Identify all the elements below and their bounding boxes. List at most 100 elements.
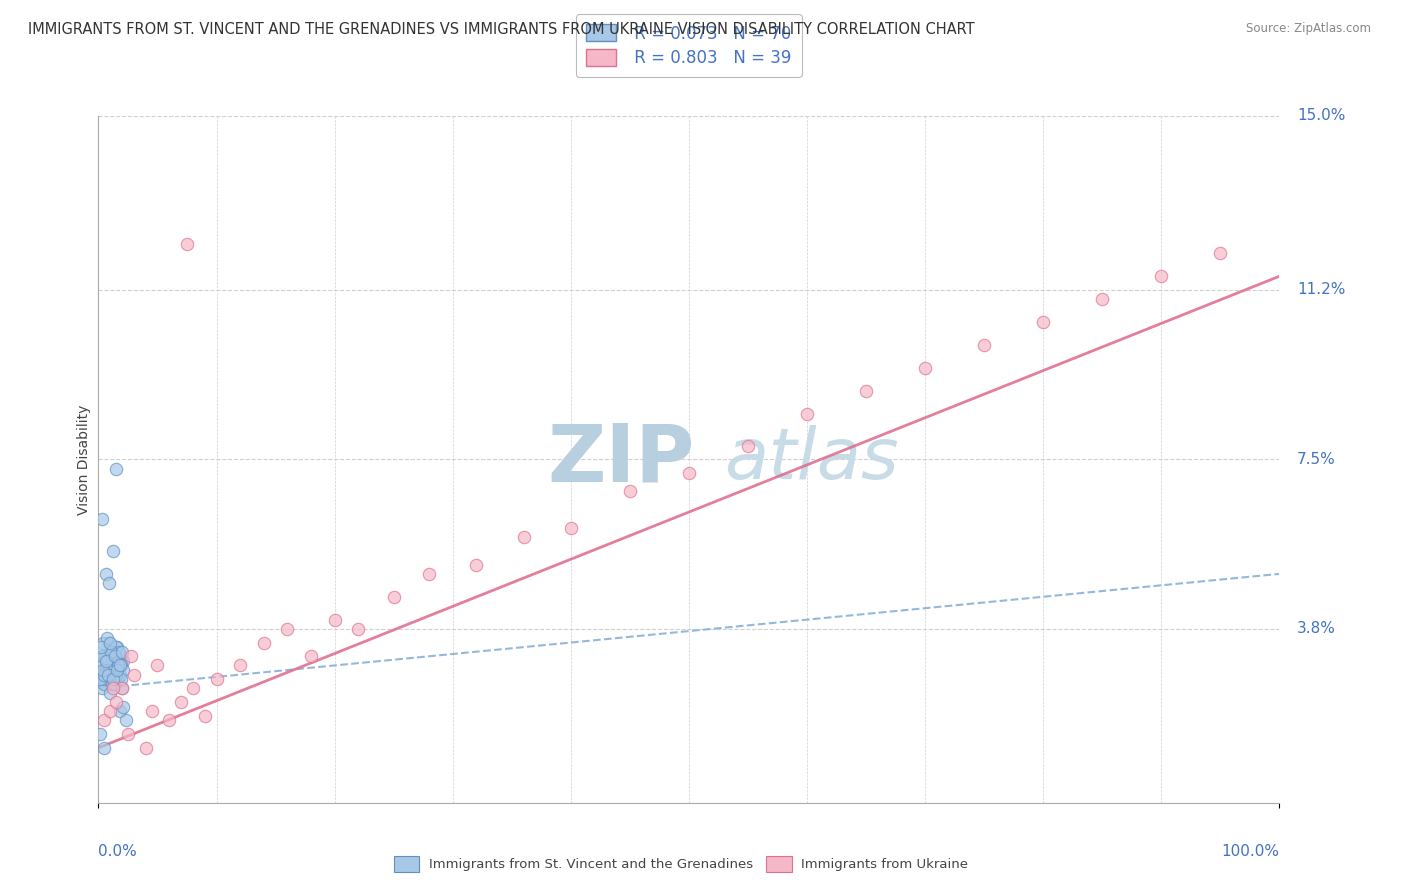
Text: Source: ZipAtlas.com: Source: ZipAtlas.com [1246, 22, 1371, 36]
Point [97, 672, 120, 686]
Point [104, 677, 127, 691]
Point [121, 649, 143, 664]
Point [104, 640, 127, 654]
Point [1209, 246, 1232, 260]
Point [89, 727, 111, 741]
Point [103, 677, 125, 691]
Point [93, 677, 115, 691]
Text: 100.0%: 100.0% [1222, 844, 1279, 859]
Point [90, 640, 112, 654]
Point [111, 645, 134, 659]
Point [105, 695, 128, 709]
Point [105, 663, 128, 677]
Point [117, 727, 139, 741]
Y-axis label: Vision Disability: Vision Disability [77, 404, 91, 515]
Point [105, 461, 128, 475]
Point [1091, 292, 1114, 306]
Text: atlas: atlas [724, 425, 898, 494]
Point [96, 658, 118, 673]
Point [110, 672, 132, 686]
Point [105, 667, 128, 681]
Text: ZIP: ZIP [547, 420, 695, 499]
Point [101, 672, 124, 686]
Point [108, 658, 131, 673]
Point [103, 663, 125, 677]
Point [619, 484, 641, 499]
Point [91, 649, 114, 664]
Point [105, 640, 128, 654]
Point [103, 658, 125, 673]
Point [110, 658, 132, 673]
Point [108, 704, 131, 718]
Point [855, 384, 877, 398]
Point [101, 544, 124, 558]
Point [114, 714, 136, 728]
Point [170, 695, 193, 709]
Point [146, 658, 169, 673]
Point [973, 338, 995, 352]
Text: Immigrants from St. Vincent and the Grenadines: Immigrants from St. Vincent and the Gren… [429, 858, 754, 871]
Point [91, 663, 114, 677]
Point [512, 530, 534, 544]
Point [194, 708, 217, 723]
Text: 3.8%: 3.8% [1298, 622, 1336, 636]
Point [1032, 315, 1054, 329]
Point [96, 654, 118, 668]
Point [90, 667, 112, 681]
Point [418, 566, 440, 581]
Point [141, 704, 163, 718]
Legend:  R = 0.073   N = 70,  R = 0.803   N = 39: R = 0.073 N = 70, R = 0.803 N = 39 [576, 14, 801, 78]
Point [89, 672, 111, 686]
Point [107, 672, 129, 686]
Point [89, 658, 111, 673]
Point [101, 667, 124, 681]
Point [98, 576, 121, 591]
Point [94, 566, 117, 581]
Point [91, 681, 114, 696]
Point [347, 622, 370, 636]
Text: 0.0%: 0.0% [98, 844, 138, 859]
Point [97, 654, 120, 668]
Point [205, 672, 228, 686]
Point [111, 681, 134, 696]
Point [276, 622, 298, 636]
Point [91, 649, 114, 664]
Point [98, 663, 121, 677]
Point [93, 740, 115, 755]
Text: 11.2%: 11.2% [1298, 283, 1346, 297]
Point [737, 439, 759, 453]
Text: 7.5%: 7.5% [1298, 452, 1336, 467]
Point [299, 649, 322, 664]
Point [98, 635, 121, 649]
Point [382, 590, 405, 604]
Point [94, 649, 117, 664]
Point [91, 635, 114, 649]
Point [100, 645, 122, 659]
Point [110, 667, 132, 681]
Point [108, 658, 131, 673]
Point [108, 645, 131, 659]
Point [104, 649, 127, 664]
Point [107, 654, 129, 668]
Point [796, 407, 818, 421]
Point [93, 667, 115, 681]
Point [96, 631, 118, 645]
Point [103, 645, 125, 659]
Point [111, 681, 134, 696]
Point [100, 645, 122, 659]
Point [98, 667, 121, 681]
Point [135, 740, 157, 755]
Point [101, 677, 124, 691]
Point [91, 512, 114, 526]
Point [110, 649, 132, 664]
Point [1150, 269, 1173, 284]
Point [107, 658, 129, 673]
Point [98, 704, 121, 718]
Point [101, 681, 124, 696]
Point [90, 667, 112, 681]
Point [157, 714, 180, 728]
Point [111, 663, 134, 677]
Point [98, 686, 121, 700]
Point [93, 672, 115, 686]
Point [229, 658, 252, 673]
